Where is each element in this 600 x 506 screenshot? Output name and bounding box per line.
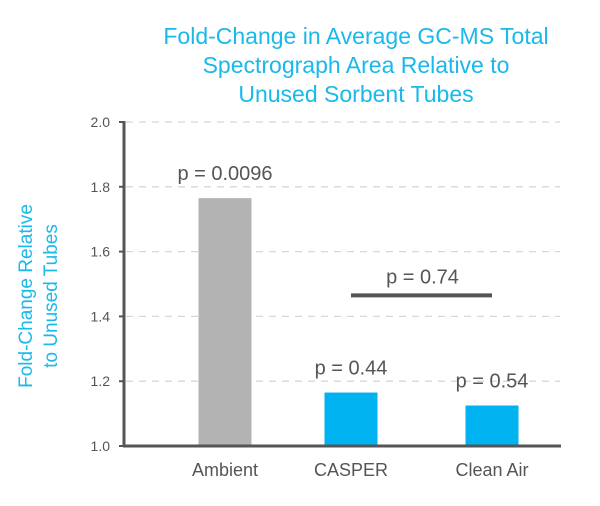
p-value-clean-air: p = 0.54 xyxy=(456,371,529,393)
bar-ambient xyxy=(198,198,252,446)
x-tick-label: CASPER xyxy=(314,460,388,480)
p-value-casper: p = 0.44 xyxy=(315,358,388,380)
y-ticks: 1.0 1.2 1.4 1.6 1.8 2.0 xyxy=(91,114,124,454)
y-tick-label: 2.0 xyxy=(91,114,111,130)
y-tick-label: 1.8 xyxy=(91,179,111,195)
axes xyxy=(122,121,561,448)
x-tick-label: Ambient xyxy=(192,460,258,480)
chart-title-line-1: Fold-Change in Average GC-MS Total xyxy=(163,23,548,49)
bars xyxy=(198,198,519,446)
p-value-bracket: p = 0.74 xyxy=(386,266,459,288)
x-tick-labels: Ambient CASPER Clean Air xyxy=(192,460,529,480)
y-axis-label-line-2: to Unused Tubes xyxy=(41,224,62,368)
bar-casper xyxy=(324,392,378,446)
y-axis-label-line-1: Fold-Change Relative xyxy=(16,204,37,388)
chart-title: Fold-Change in Average GC-MS Total Spect… xyxy=(163,23,548,107)
y-tick-label: 1.0 xyxy=(91,438,111,454)
y-axis-label: Fold-Change Relative to Unused Tubes xyxy=(16,204,62,388)
bar-clean-air xyxy=(465,405,519,446)
y-tick-label: 1.2 xyxy=(91,373,111,389)
p-value-ambient: p = 0.0096 xyxy=(177,163,272,185)
y-tick-label: 1.6 xyxy=(91,244,111,260)
chart-title-line-2: Spectrograph Area Relative to xyxy=(203,52,510,78)
chart-title-line-3: Unused Sorbent Tubes xyxy=(238,81,473,107)
annotations: p = 0.0096 p = 0.44 p = 0.54 p = 0.74 xyxy=(177,163,528,392)
x-tick-label: Clean Air xyxy=(455,460,528,480)
gridlines xyxy=(126,121,560,382)
y-tick-label: 1.4 xyxy=(91,308,111,324)
